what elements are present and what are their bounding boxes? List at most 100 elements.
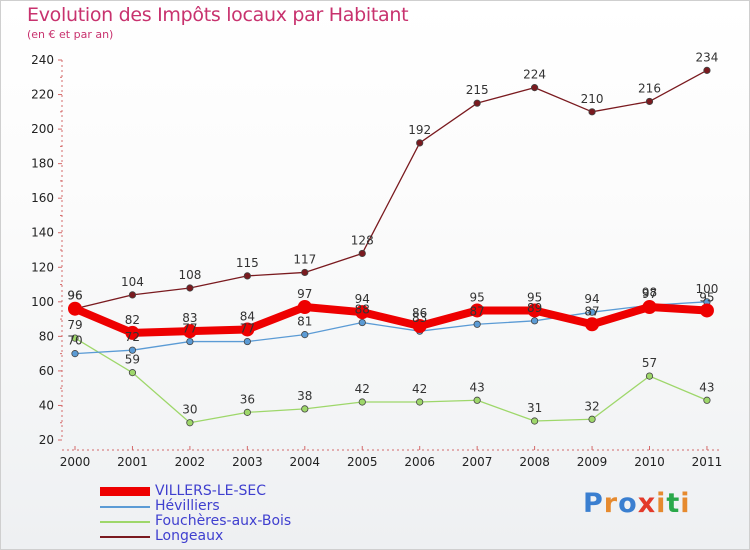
y-tick-label: 100 bbox=[31, 295, 54, 309]
data-point-villers-le-sec bbox=[585, 317, 600, 332]
data-label-layer: 96 104 108 115 117 128 192 215 224 210 216 234 79 59 3… bbox=[67, 50, 718, 416]
data-label-villers-le-sec: 84 bbox=[240, 309, 255, 323]
data-label-longeaux: 215 bbox=[466, 83, 489, 97]
data-point-longeaux bbox=[186, 284, 194, 292]
data-label-fouch-res-aux-bois: 59 bbox=[125, 353, 140, 367]
data-point-fouch-res-aux-bois bbox=[186, 419, 194, 427]
legend-swatch bbox=[100, 536, 150, 538]
data-label-h-villiers: 77 bbox=[182, 322, 197, 336]
x-tick-label: 2002 bbox=[175, 455, 206, 469]
data-point-fouch-res-aux-bois bbox=[645, 372, 654, 380]
data-label-h-villiers: 83 bbox=[412, 311, 427, 325]
data-label-h-villiers: 77 bbox=[240, 322, 255, 336]
data-label-villers-le-sec: 96 bbox=[67, 289, 82, 303]
data-label-longeaux: 224 bbox=[523, 68, 546, 82]
data-label-villers-le-sec: 95 bbox=[527, 290, 542, 304]
legend-swatch bbox=[100, 487, 150, 496]
data-label-fouch-res-aux-bois: 30 bbox=[182, 403, 197, 417]
data-point-longeaux bbox=[128, 291, 137, 299]
data-point-longeaux bbox=[301, 268, 309, 277]
data-label-fouch-res-aux-bois: 32 bbox=[584, 399, 599, 413]
x-tick-label: 2008 bbox=[519, 455, 550, 469]
data-label-fouch-res-aux-bois: 57 bbox=[642, 356, 657, 370]
series-line-fouch-res-aux-bois bbox=[74, 337, 708, 424]
data-label-h-villiers: 72 bbox=[125, 330, 140, 344]
data-label-h-villiers: 81 bbox=[297, 315, 312, 329]
x-tick-label: 2009 bbox=[577, 455, 608, 469]
data-point-longeaux bbox=[473, 99, 481, 107]
data-point-longeaux bbox=[416, 139, 424, 147]
y-tick-label: 220 bbox=[31, 88, 54, 102]
data-point-villers-le-sec bbox=[355, 305, 370, 320]
data-point-fouch-res-aux-bois bbox=[243, 408, 251, 416]
data-point-longeaux bbox=[645, 97, 654, 106]
data-label-fouch-res-aux-bois: 36 bbox=[240, 392, 255, 406]
data-point-villers-le-sec bbox=[412, 319, 427, 333]
data-point-h-villiers bbox=[588, 308, 596, 316]
chart-title: Evolution des Impôts locaux par Habitant bbox=[27, 4, 409, 26]
series-line-longeaux bbox=[74, 69, 708, 310]
data-point-fouch-res-aux-bois bbox=[301, 405, 309, 413]
data-label-fouch-res-aux-bois: 43 bbox=[470, 380, 485, 394]
data-point-villers-le-sec bbox=[642, 300, 657, 314]
y-tick-label: 120 bbox=[31, 260, 54, 274]
data-point-villers-le-sec bbox=[470, 303, 485, 318]
data-point-villers-le-sec bbox=[182, 324, 197, 339]
data-label-longeaux: 210 bbox=[581, 92, 604, 106]
legend-label: Fouchères-aux-Bois bbox=[155, 513, 292, 529]
data-label-h-villiers: 100 bbox=[695, 282, 718, 296]
series-line-h-villiers bbox=[74, 301, 708, 355]
data-label-h-villiers: 94 bbox=[584, 292, 599, 306]
y-tick-label: 40 bbox=[39, 398, 54, 412]
y-tick-label: 160 bbox=[31, 191, 54, 205]
x-tick-label: 2006 bbox=[404, 455, 435, 469]
x-tick-label: 2004 bbox=[290, 455, 321, 469]
proxiti-logo: Proxiti bbox=[583, 488, 691, 519]
data-point-fouch-res-aux-bois bbox=[71, 334, 79, 342]
data-label-longeaux: 192 bbox=[408, 123, 431, 137]
data-point-h-villiers bbox=[301, 331, 309, 339]
data-point-h-villiers bbox=[71, 350, 79, 358]
series-line-villers-le-sec bbox=[71, 303, 711, 337]
y-tick-label: 240 bbox=[31, 53, 54, 67]
data-point-longeaux bbox=[358, 249, 366, 258]
data-label-villers-le-sec: 95 bbox=[470, 290, 485, 304]
data-label-h-villiers: 70 bbox=[67, 334, 82, 348]
data-point-h-villiers bbox=[128, 346, 137, 354]
data-label-h-villiers: 98 bbox=[642, 285, 657, 299]
legend-swatch bbox=[100, 506, 150, 508]
y-tick-label: 60 bbox=[39, 364, 54, 378]
y-tick-label: 20 bbox=[39, 433, 54, 447]
data-label-villers-le-sec: 87 bbox=[584, 304, 599, 318]
x-tick-label: 2000 bbox=[60, 455, 91, 469]
data-label-villers-le-sec: 86 bbox=[412, 306, 427, 320]
data-label-villers-le-sec: 97 bbox=[642, 287, 657, 301]
data-point-h-villiers bbox=[186, 337, 194, 346]
y-tick-label: 80 bbox=[39, 329, 54, 343]
data-label-longeaux: 216 bbox=[638, 81, 661, 95]
data-label-villers-le-sec: 82 bbox=[125, 313, 140, 327]
data-point-fouch-res-aux-bois bbox=[703, 396, 711, 404]
data-label-longeaux: 108 bbox=[178, 268, 201, 282]
data-point-fouch-res-aux-bois bbox=[530, 417, 539, 425]
chart-axes: 20 40 60 80 100 120 140 160 180 200 220 240 2000 2001… bbox=[31, 53, 722, 469]
data-point-villers-le-sec bbox=[527, 303, 542, 318]
data-point-fouch-res-aux-bois bbox=[588, 415, 596, 423]
y-tick-label: 140 bbox=[31, 226, 54, 240]
data-label-longeaux: 234 bbox=[695, 50, 718, 64]
data-point-villers-le-sec bbox=[125, 325, 140, 340]
y-tick-label: 180 bbox=[31, 157, 54, 171]
data-label-fouch-res-aux-bois: 43 bbox=[699, 380, 714, 394]
data-point-longeaux bbox=[530, 84, 539, 92]
data-point-villers-le-sec bbox=[240, 322, 255, 337]
data-label-longeaux: 128 bbox=[351, 233, 374, 247]
x-tick-label: 2001 bbox=[117, 455, 148, 469]
data-point-fouch-res-aux-bois bbox=[473, 396, 481, 404]
data-point-h-villiers bbox=[530, 317, 539, 325]
x-tick-label: 2011 bbox=[692, 455, 723, 469]
data-point-villers-le-sec bbox=[297, 300, 312, 314]
data-point-longeaux bbox=[243, 272, 251, 280]
data-label-villers-le-sec: 94 bbox=[355, 292, 370, 306]
